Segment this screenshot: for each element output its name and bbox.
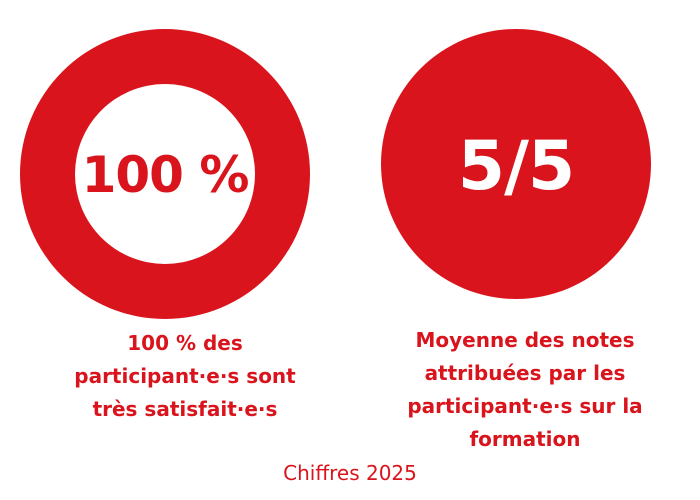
ring-center — [75, 84, 255, 264]
satisfaction-caption: 100 % des participant·e·s sont très sati… — [40, 327, 330, 426]
caption-line: participant·e·s sur la — [407, 394, 643, 418]
satisfaction-ring: 100 % — [20, 29, 310, 319]
footer-year-note: Chiffres 2025 — [283, 461, 417, 485]
caption-line: 100 % des — [127, 331, 243, 355]
caption-line: participant·e·s sont — [74, 364, 296, 388]
caption-line: attribuées par les — [424, 361, 626, 385]
caption-line: formation — [469, 427, 581, 451]
caption-line: très satisfait·e·s — [92, 397, 278, 421]
satisfaction-value: 100 % — [81, 146, 250, 204]
rating-value: 5/5 — [457, 127, 575, 206]
rating-disc: 5/5 — [381, 29, 651, 299]
rating-caption: Moyenne des notes attribuées par les par… — [385, 324, 665, 456]
caption-line: Moyenne des notes — [415, 328, 635, 352]
